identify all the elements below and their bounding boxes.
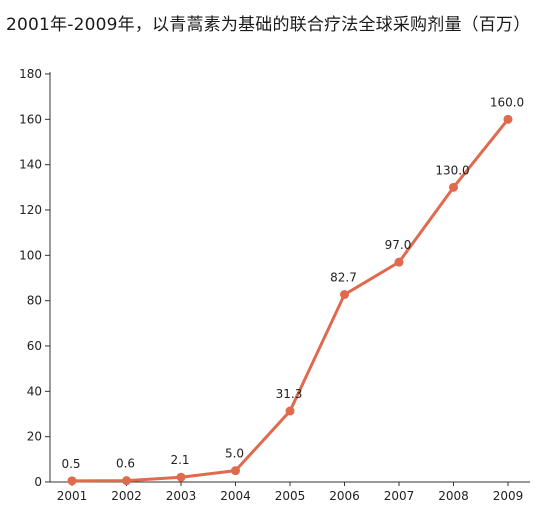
data-label: 130.0 [435,163,469,177]
x-tick-label: 2002 [111,489,142,503]
y-tick-label: 140 [19,158,42,172]
data-label: 160.0 [490,95,524,109]
data-label: 5.0 [225,447,244,461]
data-label: 0.6 [116,457,135,471]
y-tick-label: 180 [19,67,42,81]
data-label: 82.7 [330,271,357,285]
data-point [122,476,131,486]
x-tick-label: 2003 [166,489,197,503]
chart-title: 2001年-2009年，以青蒿素为基础的联合疗法全球采购剂量（百万） [6,15,531,35]
data-point [67,476,77,486]
data-label: 31.3 [276,387,303,401]
data-point [449,182,458,192]
x-tick-label: 2004 [220,489,251,503]
data-point [285,406,295,416]
data-point [394,257,404,267]
y-tick-label: 40 [27,384,42,398]
data-point [231,466,240,476]
x-tick-label: 2006 [329,489,360,503]
data-label: 97.0 [385,238,412,252]
x-tick-label: 2005 [275,489,306,503]
y-tick-label: 120 [19,203,42,217]
data-point [340,290,349,300]
x-tick-label: 2007 [384,489,415,503]
x-tick-label: 2008 [438,489,469,503]
data-point [503,114,513,124]
y-tick-label: 60 [27,339,42,353]
y-tick-label: 20 [27,430,42,444]
y-tick-label: 100 [19,248,42,262]
x-tick-label: 2001 [57,489,88,503]
x-tick-label: 2009 [493,489,524,503]
y-tick-label: 0 [34,475,42,489]
data-point [176,472,186,482]
data-label: 0.5 [61,457,80,471]
y-tick-label: 80 [27,294,42,308]
data-label: 2.1 [170,453,189,467]
y-tick-label: 160 [19,112,42,126]
